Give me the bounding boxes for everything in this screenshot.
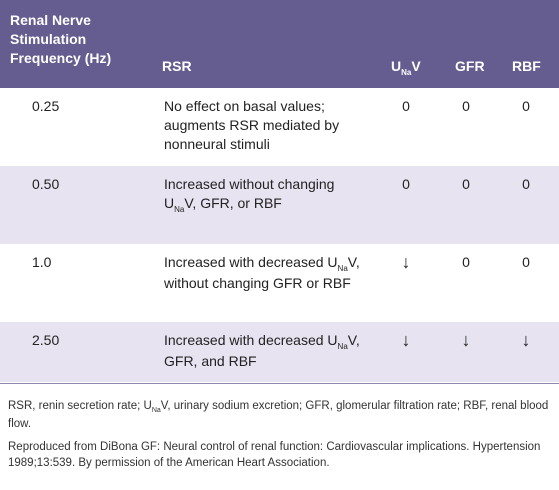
cell-unav: ↓ (401, 252, 411, 272)
table-row: 2.50 Increased with decreased UNaV, GFR,… (0, 322, 559, 383)
cell-frequency: 2.50 (32, 332, 60, 348)
cell-rbf: 0 (522, 98, 530, 114)
table-bottom-rule (0, 383, 559, 384)
cell-gfr: ↓ (461, 330, 471, 350)
header-unav: UNaV (391, 58, 421, 77)
cell-rsr: No effect on basal values; augments RSR … (164, 98, 340, 152)
header-gfr: GFR (455, 58, 485, 74)
cell-frequency: 0.50 (32, 176, 60, 192)
footnote-source: Reproduced from DiBona GF: Neural contro… (8, 441, 541, 469)
cell-unav: 0 (402, 176, 410, 192)
header-rbf: RBF (512, 58, 541, 74)
cell-gfr: 0 (462, 176, 470, 192)
header-rsr: RSR (162, 58, 192, 74)
table-row: 1.0 Increased with decreased UNaV, witho… (0, 244, 559, 323)
cell-frequency: 0.25 (32, 98, 60, 114)
table-header: Renal Nerve Stimulation Frequency (Hz) R… (0, 0, 559, 88)
cell-unav: 0 (402, 98, 410, 114)
cell-gfr: 0 (462, 254, 470, 270)
cell-unav: ↓ (401, 330, 411, 350)
cell-rbf: ↓ (521, 330, 531, 350)
cell-rsr: Increased with decreased UNaV, without c… (164, 254, 360, 291)
table-row: 0.50 Increased without changing UNaV, GF… (0, 166, 559, 245)
cell-rbf: 0 (522, 254, 530, 270)
cell-rsr: Increased with decreased UNaV, GFR, and … (164, 332, 360, 369)
table-row: 0.25 No effect on basal values; augments… (0, 88, 559, 167)
cell-rbf: 0 (522, 176, 530, 192)
footnote-abbreviations: RSR, renin secretion rate; UNaV, urinary… (8, 400, 549, 430)
header-frequency: Renal Nerve Stimulation Frequency (Hz) (10, 12, 112, 66)
cell-frequency: 1.0 (32, 254, 52, 270)
cell-gfr: 0 (462, 98, 470, 114)
cell-rsr: Increased without changing UNaV, GFR, or… (164, 176, 335, 214)
